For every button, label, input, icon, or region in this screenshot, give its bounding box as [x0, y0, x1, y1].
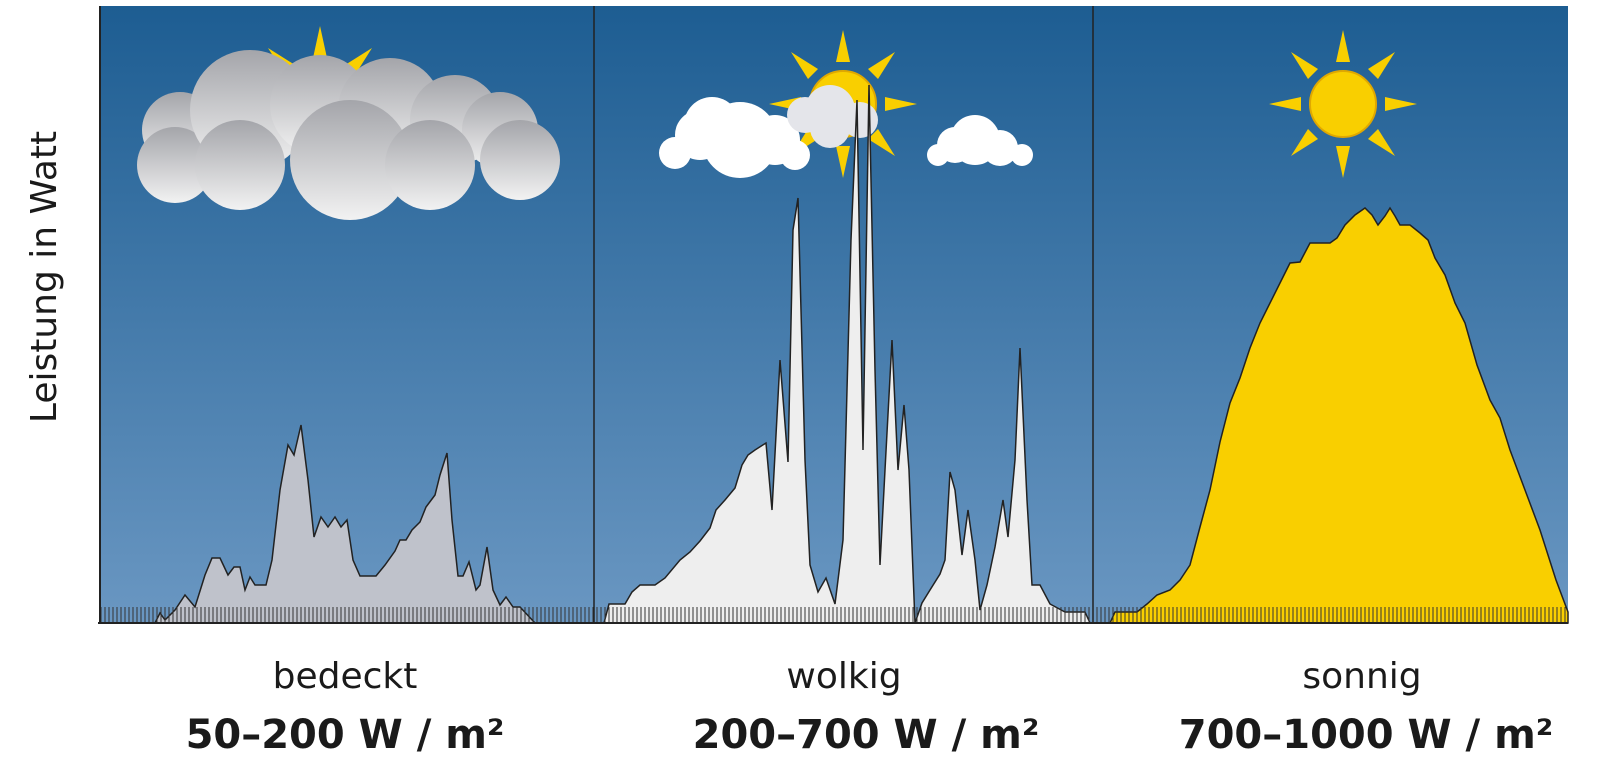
panel-range: 700–1000 W / m²	[1179, 712, 1554, 758]
panel-label: bedeckt	[273, 656, 418, 697]
cloud	[927, 115, 1033, 166]
sun	[1268, 29, 1418, 179]
power-curve	[1108, 206, 1569, 624]
panel-range: 50–200 W / m²	[186, 712, 505, 758]
power-curve	[594, 84, 1092, 624]
panel-range: 200–700 W / m²	[693, 712, 1040, 758]
time-axis-ticks	[100, 607, 1568, 623]
panel-label: wolkig	[786, 656, 901, 697]
cloud	[659, 97, 810, 178]
axis-label: Leistung in Watt	[24, 131, 65, 423]
cloud	[137, 50, 560, 220]
panel-label: sonnig	[1302, 656, 1421, 697]
power-curve	[100, 424, 537, 624]
